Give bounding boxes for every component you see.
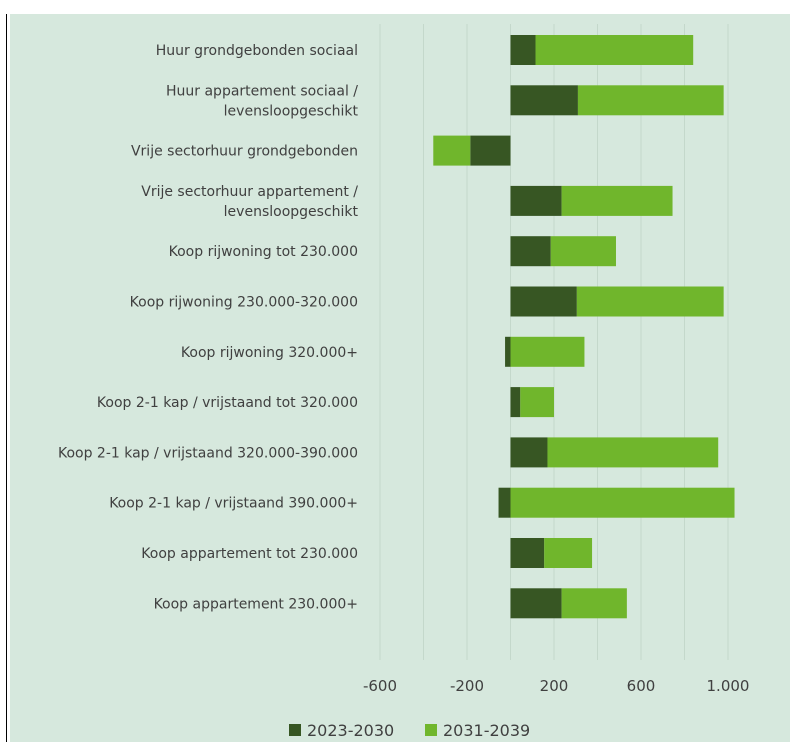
bar-series1 — [510, 35, 536, 65]
x-tick-label: -200 — [450, 677, 484, 695]
bar-series1 — [510, 387, 521, 418]
bar-series2 — [433, 135, 471, 166]
bar-series1 — [498, 487, 511, 518]
left-border-line — [6, 14, 7, 742]
category-label: Koop 2-1 kap / vrijstaand 390.000+ — [109, 496, 358, 512]
bar-series1 — [510, 185, 562, 216]
category-label: Koop rijwoning 230.000-320.000 — [130, 295, 358, 311]
bar-series2 — [535, 35, 694, 65]
bar-series2 — [561, 588, 627, 619]
bar-series1 — [510, 437, 548, 468]
legend-label-1: 2023-2030 — [307, 721, 394, 740]
x-tick-label: 200 — [540, 677, 569, 695]
bar-series2 — [510, 487, 735, 518]
category-label: Huur appartement sociaal / levensloopgesc… — [166, 83, 359, 119]
x-tick-label: -600 — [363, 677, 397, 695]
legend-swatch-1 — [289, 724, 301, 736]
x-tick-label: 600 — [627, 677, 656, 695]
bar-series1 — [510, 236, 551, 267]
bars — [433, 35, 735, 619]
chart-background — [10, 14, 790, 742]
legend: 2023-2030 2031-2039 — [289, 721, 530, 740]
category-label: Koop 2-1 kap / vrijstaand 320.000-390.00… — [58, 445, 358, 461]
category-label: Koop rijwoning tot 230.000 — [169, 244, 358, 260]
bar-series2 — [544, 538, 593, 568]
category-label: Koop rijwoning 320.000+ — [181, 345, 358, 361]
legend-swatch-2 — [425, 724, 437, 736]
bar-series2 — [520, 387, 554, 418]
bar-series2 — [510, 336, 585, 367]
category-labels: Huur grondgebonden sociaal Huur apparteme… — [58, 43, 359, 612]
category-label: Koop 2-1 kap / vrijstaand tot 320.000 — [97, 395, 358, 411]
x-tick-labels: -600 -200 200 600 1.000 — [363, 677, 750, 695]
bar-series1 — [510, 286, 577, 317]
grid-lines — [379, 24, 729, 660]
x-tick-label: 1.000 — [707, 677, 750, 695]
category-label: Koop appartement tot 230.000 — [141, 546, 358, 562]
bar-series1 — [510, 85, 578, 116]
bar-series1 — [505, 336, 511, 367]
bar-series1 — [510, 588, 562, 619]
bar-series2 — [561, 185, 673, 216]
bar-series1 — [510, 538, 545, 568]
bar-series2 — [550, 236, 616, 267]
category-label: Koop appartement 230.000+ — [154, 596, 358, 612]
category-label: Vrije sectorhuur grondgebonden — [131, 144, 358, 160]
bar-series2 — [547, 437, 719, 468]
category-label: Vrije sectorhuur appartement / levensloop… — [141, 184, 358, 220]
legend-label-2: 2031-2039 — [443, 721, 530, 740]
bar-series2 — [577, 85, 724, 116]
bar-series2 — [576, 286, 724, 317]
category-label: Huur grondgebonden sociaal — [156, 43, 358, 59]
bar-series1 — [470, 135, 511, 166]
